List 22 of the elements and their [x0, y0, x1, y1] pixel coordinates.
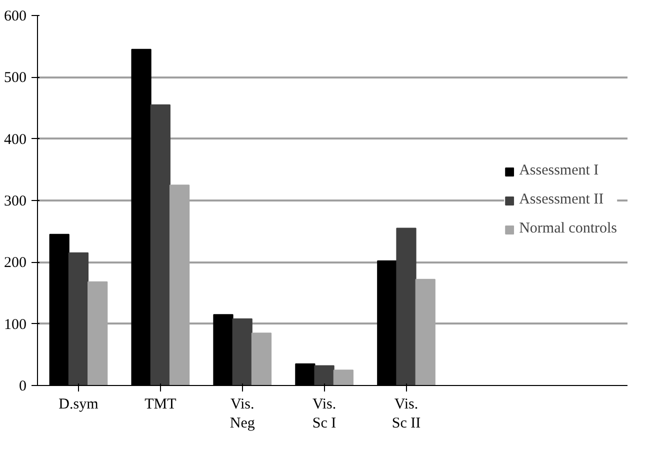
y-tick-label: 500 [4, 70, 26, 86]
bar [314, 365, 334, 386]
x-tick-label: Vis. Sc II [392, 396, 421, 432]
legend-label: Normal controls [519, 220, 617, 238]
y-tick-label: 100 [4, 316, 26, 333]
legend-label: Assessment I [519, 162, 599, 180]
bar [251, 332, 272, 386]
y-tick-label: 0 [19, 378, 26, 394]
x-tick-label: Vis. Neg [230, 396, 256, 432]
bar [333, 370, 354, 386]
bar [150, 104, 170, 386]
bar [396, 228, 416, 386]
x-tick-label: Vis. Sc I [312, 396, 336, 432]
bar [68, 252, 89, 386]
y-tick-label: 300 [4, 194, 26, 210]
x-tick-label: TMT [144, 396, 176, 412]
y-tick-label: 400 [4, 132, 26, 148]
x-tick-label: D.sym [58, 396, 99, 412]
legend-label: Assessment II [519, 192, 604, 208]
y-tick-label: 600 [4, 8, 26, 24]
y-tick-label: 200 [4, 255, 26, 272]
bar [232, 318, 252, 386]
